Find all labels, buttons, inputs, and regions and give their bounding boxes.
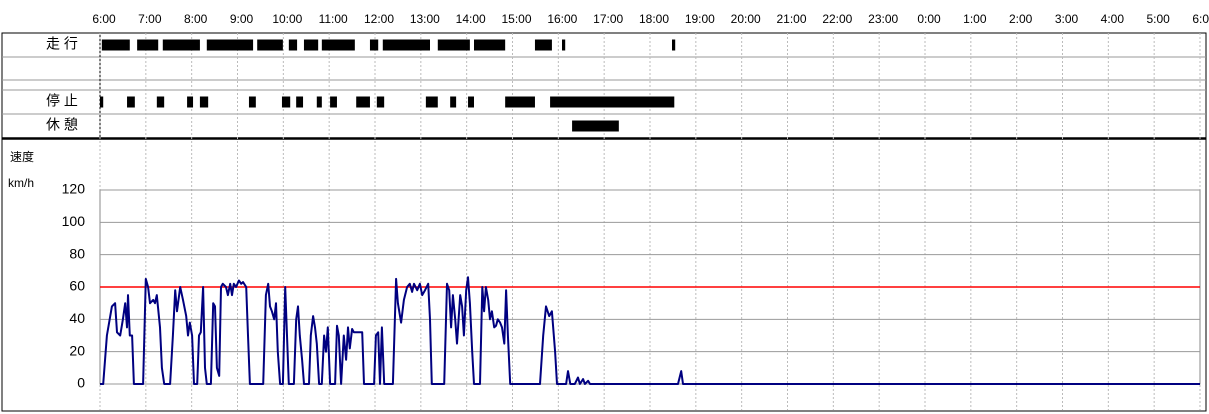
x-tick-label: 8:00 [184, 12, 208, 26]
activity-bar [281, 96, 291, 108]
x-tick-label: 5:00 [1146, 12, 1170, 26]
activity-bar [450, 96, 457, 108]
y-tick-label: 20 [69, 342, 85, 358]
x-tick-label: 18:00 [639, 12, 669, 26]
x-tick-label: 2:00 [1009, 12, 1033, 26]
activity-bar [572, 120, 619, 132]
activity-bar [137, 39, 159, 51]
x-tick-label: 23:00 [868, 12, 898, 26]
activity-bar [369, 39, 379, 51]
activity-bar [187, 96, 194, 108]
activity-bar [437, 39, 470, 51]
x-tick-label: 11:00 [319, 12, 348, 26]
x-tick-label: 4:00 [1101, 12, 1125, 26]
activity-bar [100, 96, 104, 108]
activity-bar [562, 39, 566, 51]
activity-bar [206, 39, 254, 51]
x-tick-label: 15:00 [501, 12, 531, 26]
activity-bar [257, 39, 283, 51]
x-tick-label: 20:00 [731, 12, 761, 26]
row-label: 停 止 [46, 93, 78, 109]
x-tick-label: 21:00 [776, 12, 806, 26]
activity-bar [316, 96, 322, 108]
x-tick-label: 0:00 [917, 12, 941, 26]
activity-bar [101, 39, 130, 51]
row-label: 走 行 [46, 36, 78, 52]
x-tick-label: 19:00 [685, 12, 715, 26]
activity-bar [534, 39, 552, 51]
activity-bar [303, 39, 319, 51]
activity-bar [199, 96, 209, 108]
y-axis-label: 速度 [10, 149, 34, 164]
y-tick-label: 120 [62, 181, 86, 197]
activity-bar [550, 96, 675, 108]
x-tick-label: 6:00 [92, 12, 116, 26]
x-tick-label: 1:00 [963, 12, 987, 26]
x-tick-label: 7:00 [138, 12, 162, 26]
x-tick-label: 14:00 [456, 12, 486, 26]
x-tick-label: 22:00 [822, 12, 852, 26]
x-tick-label: 17:00 [593, 12, 623, 26]
y-tick-label: 40 [69, 310, 85, 326]
y-tick-label: 60 [69, 278, 85, 294]
y-tick-label: 0 [77, 375, 85, 391]
y-tick-label: 80 [69, 245, 85, 261]
activity-bar [474, 39, 506, 51]
activity-bar [288, 39, 298, 51]
row-label: 休 憩 [46, 117, 78, 133]
activity-bar [468, 96, 474, 108]
x-tick-label: 6:00 [1192, 12, 1209, 26]
activity-bar [376, 96, 385, 108]
activity-bar [248, 96, 256, 108]
activity-bar [356, 96, 370, 108]
x-tick-label: 16:00 [547, 12, 577, 26]
activity-bar [321, 39, 355, 51]
activity-bar [672, 39, 676, 51]
activity-bar [505, 96, 535, 108]
activity-bar [127, 96, 135, 108]
activity-bar [156, 96, 165, 108]
y-tick-label: 100 [62, 213, 86, 229]
x-tick-label: 9:00 [230, 12, 254, 26]
activity-bar [382, 39, 430, 51]
activity-bar [425, 96, 438, 108]
x-tick-label: 12:00 [364, 12, 394, 26]
x-tick-label: 13:00 [410, 12, 440, 26]
x-tick-label: 10:00 [272, 12, 302, 26]
x-tick-label: 3:00 [1055, 12, 1079, 26]
activity-bar [162, 39, 200, 51]
y-axis-unit: km/h [8, 176, 34, 190]
activity-bar [330, 96, 337, 108]
activity-bar [296, 96, 304, 108]
speed-line [100, 276, 1200, 385]
